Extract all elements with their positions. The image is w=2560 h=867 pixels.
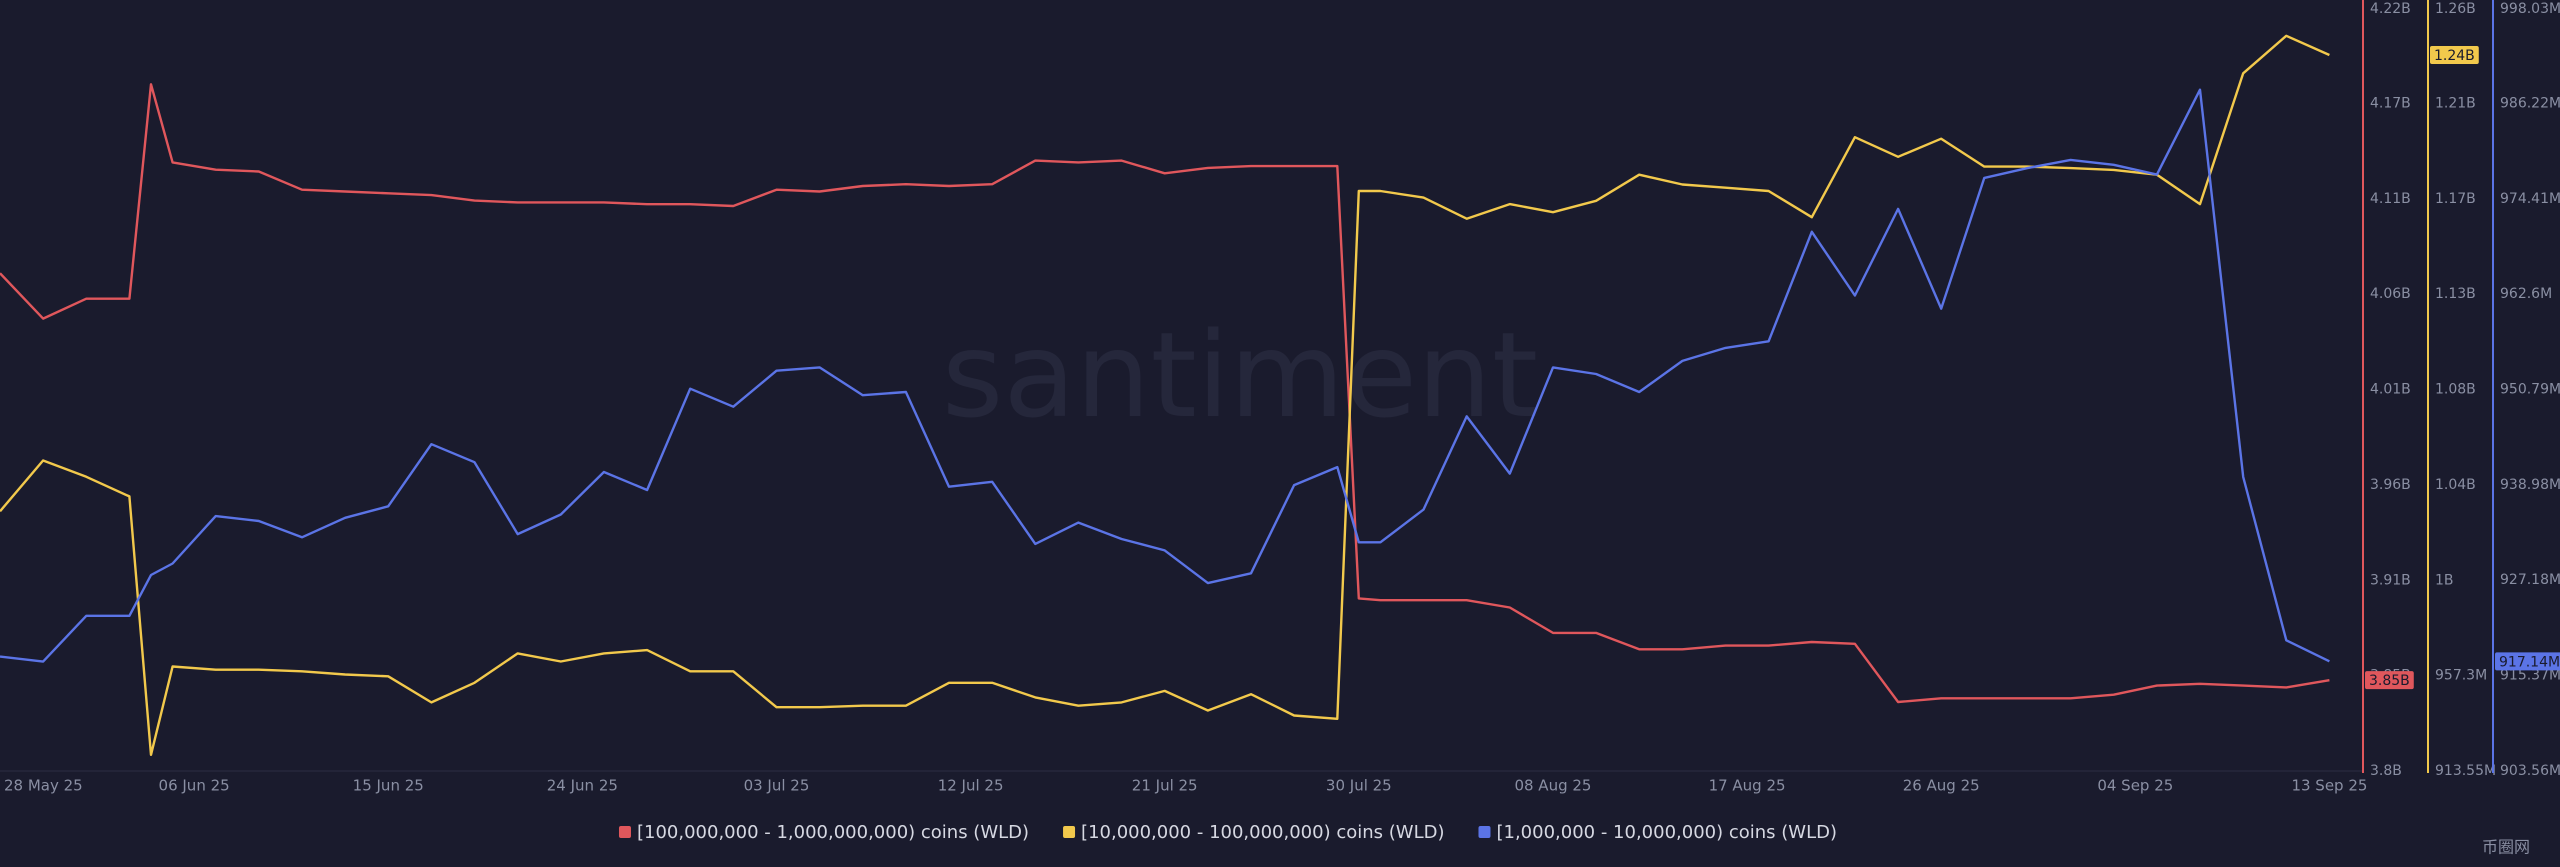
- legend-label: [1,000,000 - 10,000,000) coins (WLD): [1496, 822, 1837, 843]
- y-tick-label: 998.03M: [2500, 1, 2560, 17]
- y-tick-label: 4.01B: [2370, 382, 2411, 398]
- y-tick-label: 1.08B: [2435, 382, 2476, 398]
- y-tick-label: 962.6M: [2500, 286, 2552, 302]
- y-tick-label: 4.22B: [2370, 1, 2411, 17]
- x-tick-label: 06 Jun 25: [159, 777, 230, 795]
- x-tick-label: 03 Jul 25: [744, 777, 810, 795]
- watermark: santiment: [942, 306, 1538, 444]
- x-tick-label: 13 Sep 25: [2291, 777, 2367, 795]
- legend-swatch: [618, 826, 631, 838]
- value-badge: 917.14M: [2495, 652, 2560, 670]
- legend-label: [100,000,000 - 1,000,000,000) coins (WLD…: [637, 822, 1029, 843]
- x-tick-label: 08 Aug 25: [1514, 777, 1591, 795]
- value-badge-box: [2365, 671, 2414, 690]
- y-tick-label: 927.18M: [2500, 572, 2560, 588]
- legend-label: [10,000,000 - 100,000,000) coins (WLD): [1081, 822, 1444, 843]
- y-tick-label: 4.17B: [2370, 95, 2411, 111]
- x-tick-label: 24 Jun 25: [547, 777, 618, 795]
- value-badge: 3.85B: [2365, 671, 2414, 690]
- x-tick-label: 30 Jul 25: [1326, 777, 1392, 795]
- y-tick-label: 915.37M: [2500, 668, 2560, 684]
- x-tick-label: 12 Jul 25: [938, 777, 1004, 795]
- y-tick-label: 1.17B: [2435, 191, 2476, 207]
- y-tick-label: 4.06B: [2370, 286, 2411, 302]
- x-tick-label: 26 Aug 25: [1903, 777, 1980, 795]
- legend: [100,000,000 - 1,000,000,000) coins (WLD…: [618, 822, 1837, 843]
- x-tick-label: 17 Aug 25: [1709, 777, 1786, 795]
- y-tick-label: 913.55M: [2435, 763, 2496, 779]
- x-tick-label: 04 Sep 25: [2097, 777, 2173, 795]
- x-tick-label: 15 Jun 25: [353, 777, 424, 795]
- value-badge-box: [2430, 45, 2479, 64]
- y-tick-label: 950.79M: [2500, 382, 2560, 398]
- y-tick-label: 3.96B: [2370, 477, 2411, 493]
- y-tick-label: 1.04B: [2435, 477, 2476, 493]
- value-badge-label: 3.85B: [2369, 673, 2410, 689]
- value-badge-label: 1.24B: [2434, 48, 2475, 64]
- value-badge-box: [2495, 652, 2560, 671]
- y-tick-label: 957.3M: [2435, 668, 2487, 684]
- y-tick-label: 1.13B: [2435, 286, 2476, 302]
- y-tick-label: 3.91B: [2370, 572, 2411, 588]
- y-tick-label: 1.21B: [2435, 95, 2476, 111]
- legend-swatch: [1063, 826, 1076, 838]
- value-badge: 1.24B: [2430, 45, 2479, 64]
- series-line: [0, 34, 2330, 756]
- y-tick-label: 4.11B: [2370, 191, 2411, 207]
- y-tick-label: 1.26B: [2435, 1, 2476, 17]
- y-tick-label: 903.56M: [2500, 763, 2560, 779]
- y-tick-label: 3.8B: [2370, 763, 2402, 779]
- value-badge-label: 917.14M: [2499, 654, 2560, 670]
- series-line: [0, 83, 2330, 704]
- legend-swatch: [1478, 826, 1491, 838]
- y-tick-label: 938.98M: [2500, 477, 2560, 493]
- y-tick-label: 986.22M: [2500, 95, 2560, 111]
- y-tick-label: 974.41M: [2500, 191, 2560, 207]
- x-tick-label: 28 May 25: [4, 777, 83, 795]
- series-line: [0, 88, 2330, 663]
- y-tick-label: 1B: [2435, 572, 2454, 588]
- x-tick-label: 21 Jul 25: [1132, 777, 1198, 795]
- corner-logo: 币圈网: [2482, 838, 2530, 857]
